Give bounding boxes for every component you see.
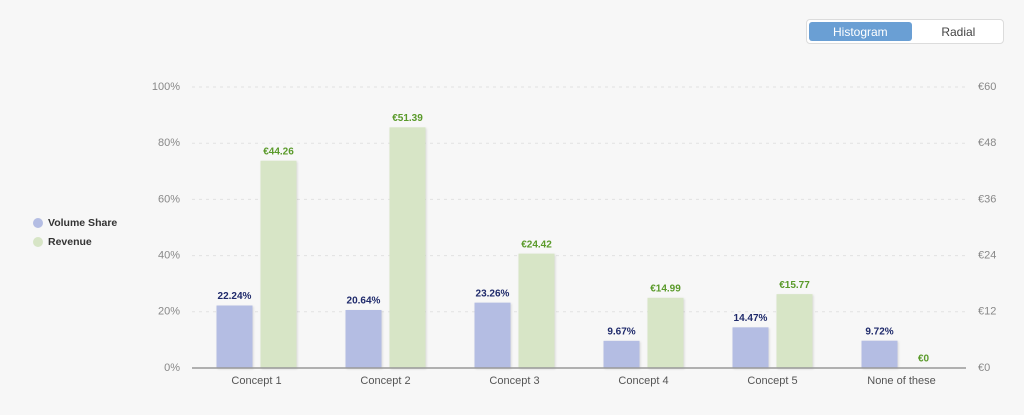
value-label: 9.67% — [607, 326, 635, 337]
bar — [474, 302, 511, 368]
x-tick-label: Concept 2 — [360, 375, 410, 387]
value-label: 9.72% — [865, 326, 893, 337]
y2-tick-label: €0 — [978, 362, 990, 374]
x-tick-label: Concept 5 — [747, 375, 797, 387]
bar — [345, 310, 382, 368]
x-tick-label: Concept 1 — [231, 375, 281, 387]
y2-tick-label: €12 — [978, 306, 996, 318]
y-tick-label: 0% — [164, 362, 180, 374]
legend-label: Revenue — [48, 236, 92, 248]
y-tick-label: 100% — [152, 81, 180, 93]
value-label: €0 — [918, 354, 930, 365]
value-label: €15.77 — [779, 280, 810, 291]
bar — [603, 340, 640, 368]
view-toggle: Histogram Radial — [806, 19, 1004, 44]
toggle-button[interactable]: Radial — [941, 24, 976, 39]
bar — [389, 127, 426, 368]
value-label: €14.99 — [650, 283, 681, 294]
value-label: 14.47% — [734, 313, 768, 324]
y-tick-label: 40% — [158, 250, 180, 262]
y-tick-label: 20% — [158, 306, 180, 318]
bar — [216, 305, 253, 368]
value-label: €44.26 — [263, 146, 294, 157]
y2-tick-label: €48 — [978, 137, 996, 149]
y-tick-label: 60% — [158, 193, 180, 205]
x-tick-label: None of these — [867, 375, 936, 387]
legend-label: Volume Share — [48, 217, 117, 229]
y2-tick-label: €36 — [978, 193, 996, 205]
bar — [518, 253, 555, 368]
y2-tick-label: €60 — [978, 81, 996, 93]
bar — [732, 327, 769, 368]
value-label: 22.24% — [218, 291, 252, 302]
value-label: €24.42 — [521, 239, 552, 250]
bar — [647, 297, 684, 368]
bar — [776, 294, 813, 368]
value-label: 20.64% — [347, 296, 381, 307]
legend-marker — [33, 218, 43, 228]
value-label: €51.39 — [392, 113, 423, 124]
y2-tick-label: €24 — [978, 250, 996, 262]
toggle-button[interactable]: Histogram — [809, 22, 912, 41]
x-tick-label: Concept 3 — [489, 375, 539, 387]
y-tick-label: 80% — [158, 137, 180, 149]
bar — [861, 340, 898, 368]
value-label: 23.26% — [476, 288, 510, 299]
x-tick-label: Concept 4 — [618, 375, 668, 387]
legend-marker — [33, 237, 43, 247]
bar — [260, 160, 297, 368]
